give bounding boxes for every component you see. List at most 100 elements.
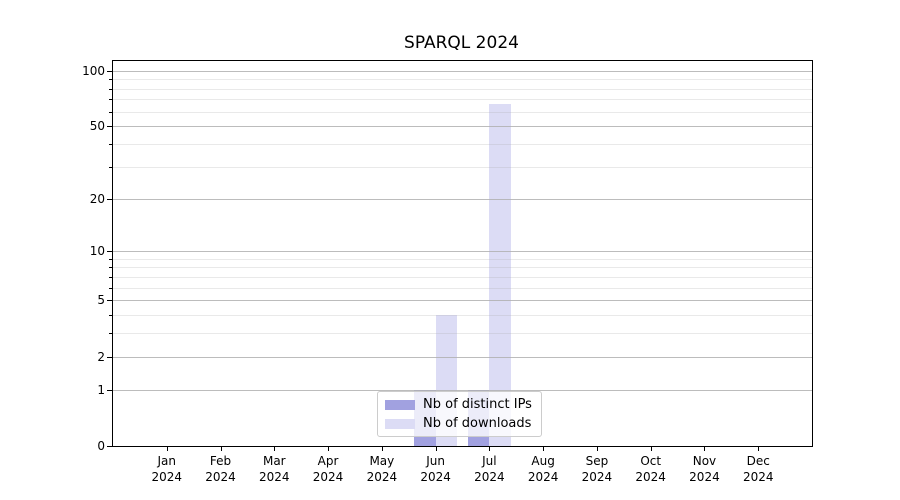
x-tick-year: 2024 — [151, 470, 183, 484]
y-gridline — [113, 389, 812, 391]
x-tick-month: Jul — [482, 454, 497, 468]
x-tick-month: Jun — [426, 454, 445, 468]
y-tick — [107, 70, 112, 72]
x-tick — [543, 447, 545, 451]
y-tick-label: 5 — [97, 293, 105, 308]
x-tick-label: Dec 2024 — [728, 453, 788, 485]
x-tick — [650, 447, 652, 451]
y-tick — [107, 126, 112, 128]
x-tick-year: 2024 — [259, 470, 290, 484]
y-gridline — [113, 126, 812, 128]
x-tick-label: May 2024 — [352, 453, 412, 485]
y-tick-label: 100 — [82, 63, 105, 78]
y-minor-tick — [109, 166, 112, 168]
x-tick — [381, 447, 383, 451]
y-minor-tick — [109, 88, 112, 90]
legend-row: Nb of downloads — [385, 416, 532, 431]
y-minor-tick — [109, 258, 112, 260]
x-tick-year: 2024 — [312, 470, 344, 484]
x-tick-month: Feb — [209, 454, 232, 468]
y-tick-label: 0 — [97, 439, 105, 453]
y-tick-label: 10 — [89, 244, 105, 259]
y-minor-gridline — [113, 267, 812, 269]
y-minor-tick — [109, 79, 112, 81]
x-tick-year: 2024 — [420, 470, 451, 484]
y-tick — [107, 446, 112, 447]
y-tick — [107, 356, 112, 358]
x-tick — [596, 447, 598, 451]
y-minor-gridline — [113, 166, 812, 168]
y-gridline — [113, 70, 812, 72]
x-tick-label: Nov 2024 — [674, 453, 734, 485]
y-tick — [107, 198, 112, 200]
x-tick-month: Nov — [692, 454, 717, 468]
y-minor-tick — [109, 267, 112, 269]
x-tick-year: 2024 — [474, 470, 505, 484]
y-gridline — [113, 356, 812, 358]
chart-title: SPARQL 2024 — [404, 33, 519, 53]
x-tick — [166, 447, 168, 451]
plot-area: 0 1 2 5 10 20 50 100 Jan 2024 Feb 2024 Mar 2024 Apr 202… — [82, 60, 813, 484]
y-tick — [107, 389, 112, 391]
x-tick-label: Jul 2024 — [459, 453, 519, 485]
x-tick-month: Oct — [640, 454, 662, 468]
y-gridline — [113, 198, 812, 200]
y-minor-tick — [109, 111, 112, 113]
y-minor-gridline — [113, 88, 812, 90]
x-tick — [489, 447, 491, 451]
bar-nb-of-downloads-jul — [489, 104, 511, 446]
y-tick-label: 20 — [89, 191, 105, 206]
x-tick-label: Aug 2024 — [513, 453, 573, 485]
y-minor-gridline — [113, 315, 812, 317]
legend-swatch-icon — [385, 418, 415, 429]
x-tick-label: Mar 2024 — [244, 453, 304, 485]
y-minor-tick — [109, 287, 112, 289]
y-tick-label: 2 — [97, 349, 105, 364]
legend-label: Nb of distinct IPs — [423, 397, 532, 412]
x-tick-year: 2024 — [689, 470, 720, 484]
x-tick — [274, 447, 276, 451]
x-tick-month: May — [369, 454, 395, 468]
y-minor-gridline — [113, 258, 812, 260]
x-tick-year: 2024 — [205, 470, 236, 484]
y-minor-gridline — [113, 287, 812, 289]
y-minor-gridline — [113, 144, 812, 146]
y-minor-gridline — [113, 99, 812, 101]
y-tick-label: 50 — [89, 119, 105, 134]
legend-row: Nb of distinct IPs — [385, 397, 532, 412]
x-tick-label: Oct 2024 — [621, 453, 681, 485]
legend: Nb of distinct IPs Nb of downloads — [377, 391, 542, 437]
x-tick-month: Mar — [262, 454, 286, 468]
x-tick-month: Jan — [157, 454, 177, 468]
x-tick-year: 2024 — [581, 470, 613, 484]
y-minor-gridline — [113, 333, 812, 335]
x-tick-label: Feb 2024 — [191, 453, 251, 485]
x-tick-year: 2024 — [366, 470, 398, 484]
x-tick — [704, 447, 706, 451]
y-minor-tick — [109, 99, 112, 101]
y-minor-gridline — [113, 79, 812, 81]
y-tick — [107, 251, 112, 253]
x-tick-month: Sep — [585, 454, 609, 468]
x-tick-month: Dec — [746, 454, 770, 468]
x-tick — [328, 447, 330, 451]
y-minor-gridline — [113, 111, 812, 113]
y-minor-tick — [109, 315, 112, 317]
x-tick-label: Apr 2024 — [298, 453, 358, 485]
legend-swatch-icon — [385, 399, 415, 410]
legend-label: Nb of downloads — [423, 416, 532, 431]
y-tick — [107, 300, 112, 302]
x-tick-year: 2024 — [635, 470, 666, 484]
x-tick-month: Aug — [531, 454, 555, 468]
y-tick-label: 1 — [97, 382, 105, 397]
y-gridline — [113, 300, 812, 302]
x-tick-label: Jun 2024 — [406, 453, 466, 485]
x-tick-label: Jan 2024 — [137, 453, 197, 485]
x-tick-year: 2024 — [527, 470, 559, 484]
y-gridline — [113, 251, 812, 253]
x-tick — [758, 447, 760, 451]
x-tick-month: Apr — [317, 454, 339, 468]
x-tick — [220, 447, 222, 451]
y-minor-tick — [109, 333, 112, 335]
